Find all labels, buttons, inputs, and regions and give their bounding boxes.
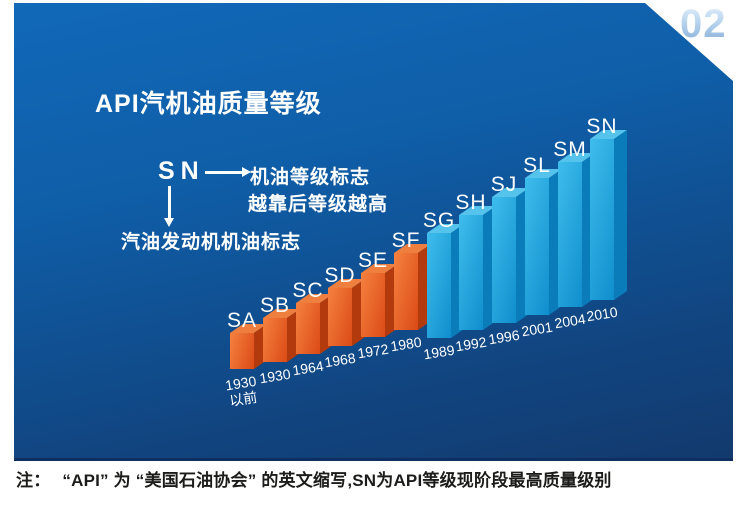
footnote-prefix: 注：: [16, 471, 51, 490]
bar-front-face: [459, 215, 483, 330]
bar-grade-label: SG: [422, 209, 456, 232]
bar-SF: [394, 244, 431, 330]
bar-front-face: [558, 162, 582, 307]
bar-SL: [525, 169, 562, 315]
footnote: 注： “API” 为 “美国石油协会” 的英文缩写,SN为API等级现阶段最高质量…: [16, 466, 736, 491]
down-arrow-icon: [163, 218, 174, 227]
annotation-right-label-1: 机油等级标志: [250, 167, 371, 188]
section-number-badge: 02: [680, 2, 727, 46]
bar-grade-label: SC: [292, 279, 324, 302]
right-arrow-icon: [242, 166, 251, 177]
bar-front-face: [296, 303, 320, 354]
bar-SM: [558, 153, 595, 307]
bar-grade-label: SM: [553, 138, 587, 161]
bar-side-face: [614, 130, 627, 300]
down-arrow-line: [168, 186, 171, 218]
bar-front-face: [590, 139, 614, 300]
bar-SE: [361, 264, 398, 337]
bar-SB: [263, 309, 300, 362]
footnote-text: “API” 为 “美国石油协会” 的英文缩写,SN为API等级现阶段最高质量级别: [62, 471, 612, 490]
annotation-grade-code: SN: [158, 157, 205, 185]
bar-SC: [296, 294, 333, 354]
annotation-right-label-2: 越靠后等级越高: [248, 194, 389, 215]
annotation-bottom-label: 汽油发动机机油标志: [121, 232, 302, 253]
bar-grade-label: SF: [391, 229, 421, 252]
bar-SN: [590, 130, 627, 300]
bar-front-face: [492, 197, 516, 323]
bar-front-face: [361, 273, 385, 337]
bar-grade-label: SD: [324, 264, 356, 287]
right-arrow-line: [205, 171, 242, 174]
bar-grade-label: SN: [586, 115, 618, 138]
bar-SD: [328, 279, 365, 346]
page-title: API汽机油质量等级: [95, 90, 322, 118]
bar-front-face: [263, 318, 287, 362]
bar-grade-label: SB: [259, 294, 290, 317]
bar-front-face: [230, 333, 254, 369]
bar-front-face: [427, 233, 451, 338]
bar-SJ: [492, 188, 529, 323]
bar-grade-label: SH: [455, 191, 487, 214]
bar-SA: [230, 324, 267, 369]
bar-front-face: [394, 253, 418, 330]
bar-front-face: [525, 178, 549, 315]
bar-grade-label: SL: [523, 154, 551, 177]
bar-grade-label: SA: [226, 309, 257, 332]
bar-grade-label: SE: [357, 249, 388, 272]
bar-front-face: [328, 288, 352, 346]
bar-grade-label: SJ: [490, 173, 518, 196]
bar-SH: [459, 206, 496, 330]
bar-SG: [427, 224, 464, 338]
